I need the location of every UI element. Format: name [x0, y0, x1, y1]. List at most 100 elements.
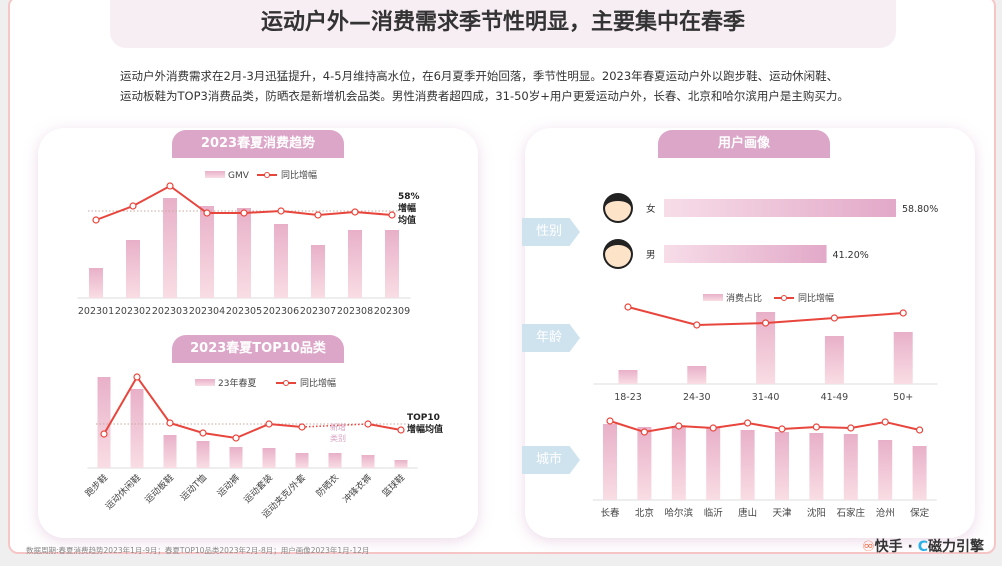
category-label: 长春: [600, 507, 620, 519]
bar: [361, 455, 375, 468]
category-label: 31-40: [752, 392, 780, 403]
category-label: 202301: [78, 306, 114, 317]
gender-value: 58.80%: [902, 204, 938, 215]
gender-bar: [664, 245, 827, 263]
growth-point: [232, 434, 240, 442]
growth-point: [129, 202, 137, 210]
left-card: [38, 128, 478, 538]
category-label: 冲锋衣裤: [340, 472, 374, 506]
category-label: 202306: [263, 306, 299, 317]
growth-point: [92, 216, 100, 224]
growth-point: [761, 319, 770, 327]
category-label: 运动T恤: [178, 472, 209, 503]
gender-bar: [664, 199, 896, 217]
bar: [775, 432, 789, 500]
bar: [394, 460, 408, 468]
gender-label: 男: [646, 250, 656, 261]
growth-point: [709, 424, 717, 432]
bar: [130, 389, 144, 468]
legend-line-label: 同比增幅: [798, 292, 834, 304]
category-label: 202302: [115, 306, 151, 317]
category-label: 运动套装: [241, 472, 275, 506]
tag-city: 城市: [522, 446, 580, 474]
growth-point: [351, 208, 359, 216]
bar: [126, 240, 140, 298]
legend-bar-label: 23年春夏: [218, 377, 256, 389]
cili-label: 磁力引擎: [928, 539, 984, 555]
bar: [89, 268, 103, 298]
kuaishou-label: 快手: [874, 539, 903, 555]
average-label: 58%: [398, 192, 420, 202]
legend-bar-label: 消费占比: [726, 292, 762, 304]
bar: [706, 428, 721, 500]
legend-line-label: 同比增幅: [300, 377, 336, 389]
bar: [196, 441, 210, 468]
category-label: 临沂: [704, 507, 724, 519]
category-label: 唐山: [738, 507, 757, 519]
growth-point: [812, 423, 821, 431]
category-label: 沈阳: [807, 507, 826, 519]
legend-line-marker: [283, 380, 289, 386]
category-label: 202304: [189, 306, 225, 317]
footnote: 数据周期:春夏消费趋势2023年1月-9月；春夏TOP10品类2023年2月-8…: [26, 546, 370, 555]
bar: [163, 198, 177, 298]
category-label: 202309: [374, 306, 410, 317]
category-label: 202305: [226, 306, 262, 317]
legend-line-marker: [781, 295, 787, 301]
legend-bar-swatch: [195, 379, 215, 386]
legend-line-marker: [264, 172, 270, 178]
legend-line-label: 同比增幅: [281, 169, 317, 181]
category-label: 沧州: [876, 507, 895, 519]
growth-point: [847, 424, 855, 432]
bar: [878, 440, 893, 500]
bar: [912, 446, 927, 500]
bar: [756, 312, 776, 384]
growth-point: [364, 420, 372, 428]
bar: [637, 427, 652, 500]
growth-point: [640, 428, 649, 436]
growth-point: [203, 209, 211, 217]
tag-gender: 性别: [522, 218, 580, 246]
bar: [618, 370, 638, 384]
growth-point: [277, 207, 285, 215]
growth-point: [166, 419, 174, 427]
brand-logo: ♾快手 · C磁力引擎: [862, 536, 984, 556]
average-label: 增幅均值: [407, 423, 443, 435]
summary-line: 运动板鞋为TOP3消费品类，防晒衣是新增机会品类。男性消费者超四成，31-50岁…: [120, 89, 849, 103]
growth-point: [675, 422, 683, 430]
growth-point: [388, 211, 396, 219]
growth-point: [743, 419, 752, 427]
growth-point: [606, 417, 614, 425]
legend-bar-swatch: [205, 171, 225, 178]
average-label: 增幅: [398, 202, 416, 214]
category-label: 202308: [337, 306, 373, 317]
bar: [824, 336, 844, 384]
growth-line-dotted: [301, 423, 369, 428]
category-label: 50+: [893, 392, 913, 403]
bar: [229, 447, 243, 468]
average-label: 均值: [398, 214, 416, 226]
growth-line: [609, 420, 920, 434]
growth-point: [314, 211, 322, 219]
category-label: 202303: [152, 306, 188, 317]
bar: [163, 435, 177, 468]
category-label: 北京: [635, 507, 654, 519]
growth-point: [298, 423, 306, 431]
category-label: 篮球鞋: [380, 472, 408, 500]
top10-pill: 2023春夏TOP10品类: [172, 335, 344, 363]
bar: [295, 453, 309, 468]
bar: [843, 434, 858, 500]
bar: [97, 377, 111, 468]
bar: [740, 430, 755, 500]
bar: [200, 206, 214, 298]
kuaishou-icon: ♾: [862, 539, 875, 555]
bar: [671, 426, 686, 500]
growth-point: [915, 426, 924, 434]
female-avatar-icon: [603, 193, 633, 223]
category-label: 天津: [772, 508, 792, 519]
male-avatar-icon: [603, 239, 633, 269]
category-label: 防晒衣: [314, 472, 342, 500]
new-category-note: 新增: [330, 422, 346, 432]
growth-point: [881, 418, 889, 426]
